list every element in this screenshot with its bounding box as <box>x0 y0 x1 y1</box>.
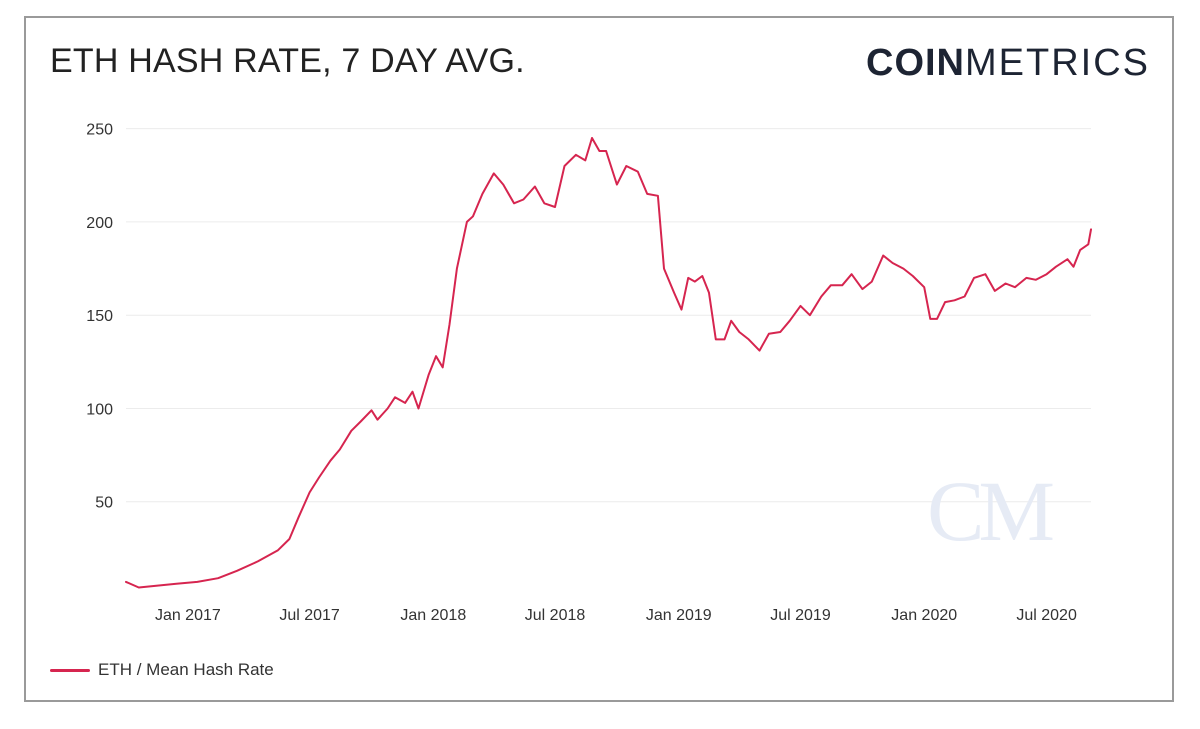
x-tick-label: Jan 2019 <box>646 607 712 624</box>
logo-light-text: METRICS <box>965 42 1150 84</box>
x-tick-label: Jul 2020 <box>1016 607 1077 624</box>
logo-bold-text: COIN <box>866 42 965 84</box>
legend-label: ETH / Mean Hash Rate <box>98 660 274 679</box>
legend-swatch <box>50 668 90 672</box>
series-layer <box>125 137 1092 589</box>
series-line-0 <box>125 137 1092 589</box>
y-tick-label: 150 <box>86 308 113 325</box>
x-tick-label: Jan 2017 <box>155 607 221 624</box>
watermark-cm-logo: CM <box>927 463 1052 559</box>
x-tick-label: Jul 2017 <box>279 607 340 624</box>
grid-layer <box>126 128 1091 503</box>
chart-frame <box>24 16 1174 702</box>
y-tick-label: 100 <box>86 401 113 418</box>
brand-logo: COINMETRICS <box>866 42 1150 85</box>
x-tick-label: Jul 2018 <box>525 607 586 624</box>
legend[interactable]: ETH / Mean Hash Rate <box>50 660 274 680</box>
chart-title: ETH HASH RATE, 7 DAY AVG. <box>50 42 525 80</box>
watermark-layer: CM <box>927 463 1058 559</box>
y-axis: 50 100 150 200 250 <box>86 122 113 512</box>
x-axis: Jan 2017 Jul 2017 Jan 2018 Jul 2018 Jan 2019… <box>155 607 1077 624</box>
x-tick-label: Jul 2019 <box>770 607 831 624</box>
y-tick-label: 200 <box>86 215 113 232</box>
x-tick-label: Jan 2018 <box>400 607 466 624</box>
y-tick-label: 250 <box>86 122 113 139</box>
y-tick-label: 50 <box>95 495 113 512</box>
x-tick-label: Jan 2020 <box>891 607 957 624</box>
